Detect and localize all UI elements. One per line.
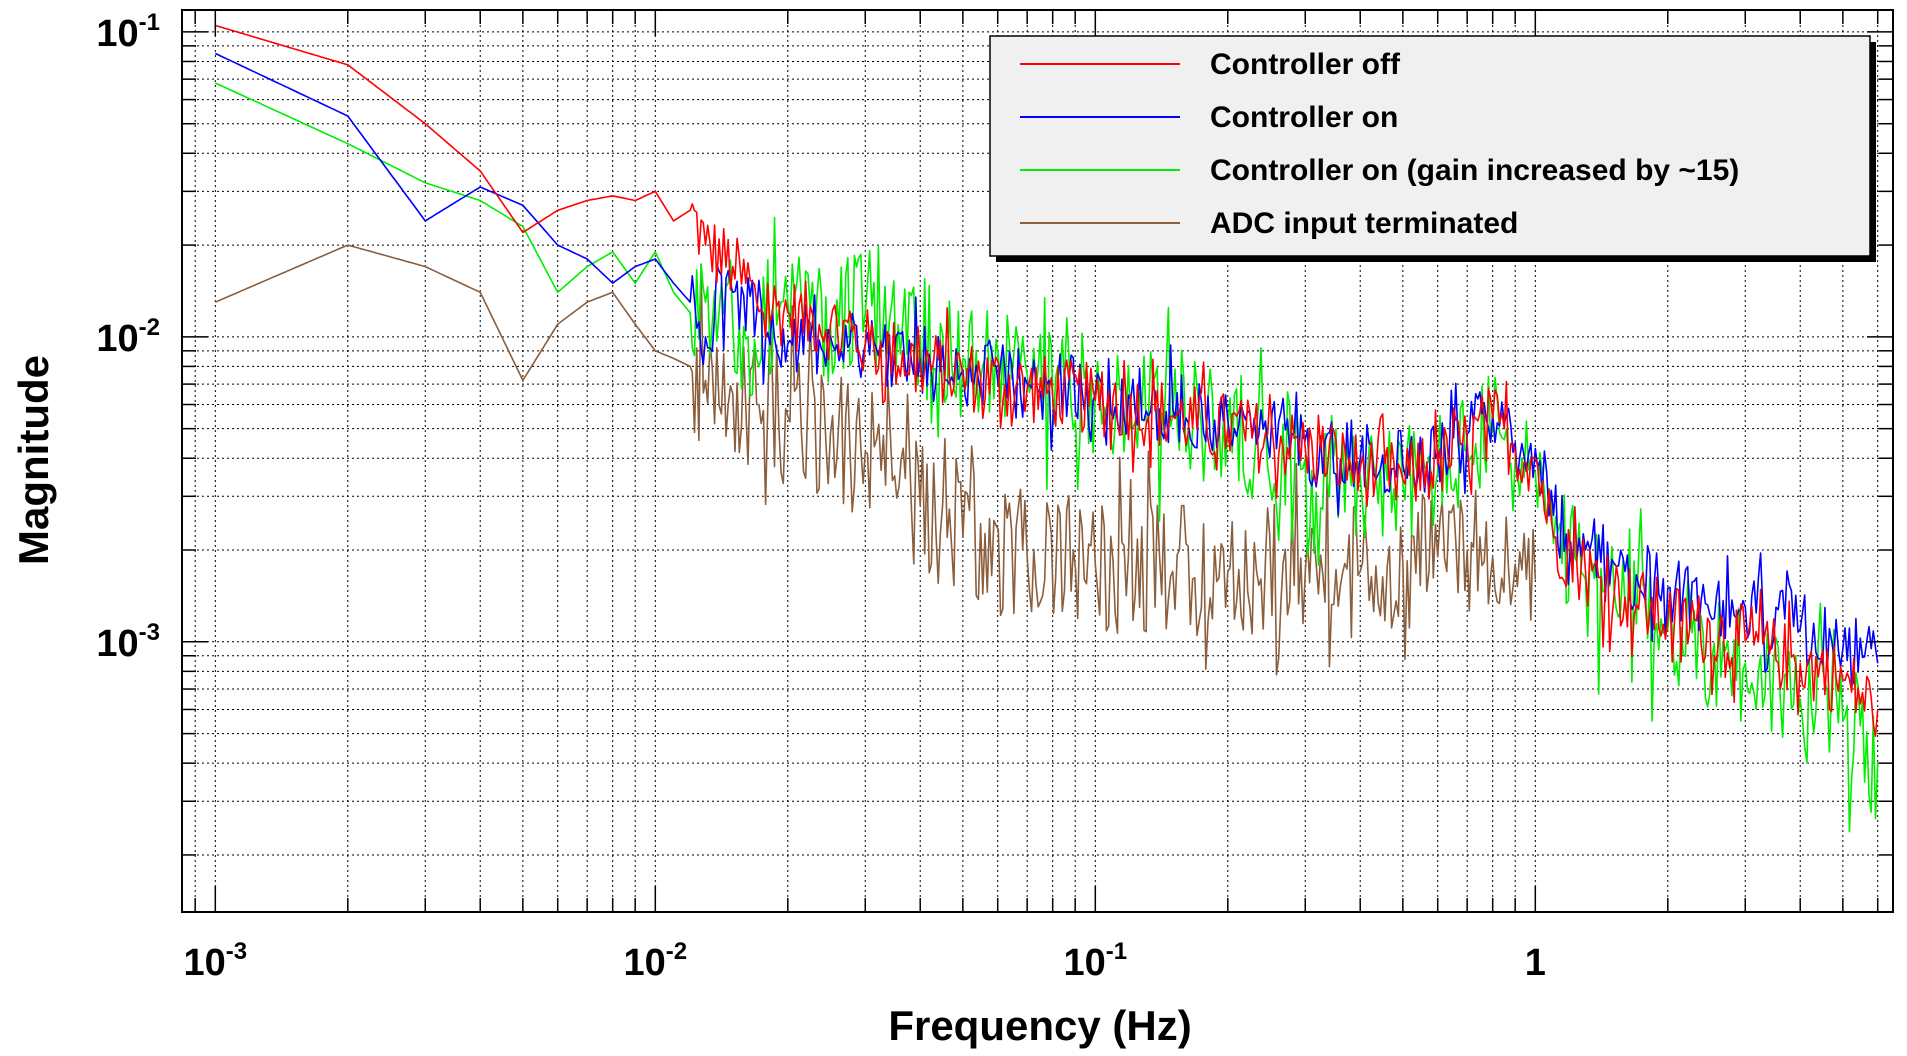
legend-label: Controller on (gain increased by ~15) xyxy=(1210,154,1739,187)
y-tick-labels: 10-110-210-3 xyxy=(96,9,160,665)
x-tick-label: 10-2 xyxy=(624,938,688,984)
y-tick-label: 10-1 xyxy=(96,9,160,55)
x-axis-title: Frequency (Hz) xyxy=(888,1002,1191,1049)
series-layer xyxy=(214,24,1879,833)
x-tick-label-base: 10 xyxy=(184,942,226,984)
series-line-3 xyxy=(214,244,1537,676)
y-tick-label-base: 10 xyxy=(96,623,138,665)
x-tick-label: 10-1 xyxy=(1064,938,1128,984)
plot-frame xyxy=(181,9,1894,913)
y-tick-label-base: 10 xyxy=(96,318,138,360)
y-tick-label-exponent: -1 xyxy=(139,9,160,36)
x-tick-labels: 10-3 10-2 10-1 1 xyxy=(184,938,1546,984)
x-tick-label-base: 10 xyxy=(624,942,666,984)
legend-label: ADC input terminated xyxy=(1210,207,1518,240)
series-line-2 xyxy=(214,82,1879,833)
y-tick-label: 10-2 xyxy=(96,314,160,360)
y-tick-label-exponent: -2 xyxy=(139,314,160,341)
x-tick-label-exponent: -3 xyxy=(226,938,247,965)
x-tick-label: 1 xyxy=(1525,942,1546,984)
legend-box xyxy=(989,35,1871,257)
x-tick-label-base: 1 xyxy=(1525,942,1546,984)
tick-marks xyxy=(182,10,1893,912)
series-line-0 xyxy=(215,24,1879,738)
x-tick-label-exponent: -1 xyxy=(1106,938,1127,965)
x-tick-label-exponent: -2 xyxy=(666,938,687,965)
legend-label: Controller off xyxy=(1210,48,1401,81)
y-tick-label-exponent: -3 xyxy=(139,619,160,646)
legend: Controller off Controller on Controller on… xyxy=(989,35,1876,262)
y-tick-label: 10-3 xyxy=(96,619,160,665)
legend-label: Controller on xyxy=(1210,101,1398,134)
x-tick-label-base: 10 xyxy=(1064,942,1106,984)
y-tick-label-base: 10 xyxy=(96,13,138,55)
y-axis-title: Magnitude xyxy=(10,355,57,565)
x-tick-label: 10-3 xyxy=(184,938,248,984)
